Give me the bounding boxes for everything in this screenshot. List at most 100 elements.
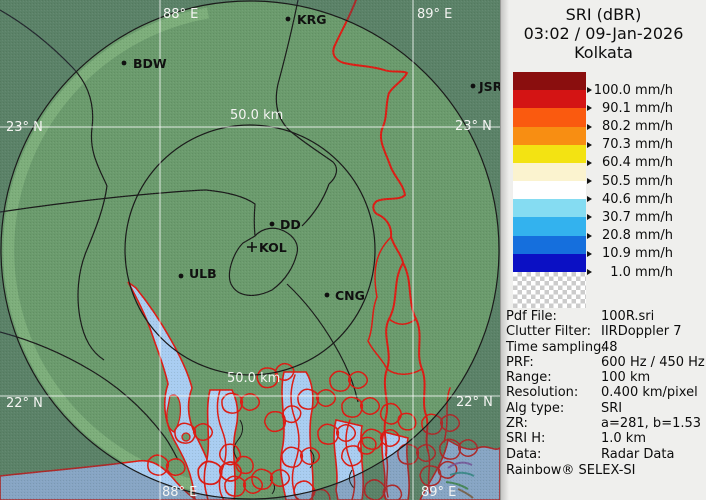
legend-entry: 30.7 mm/h bbox=[587, 210, 673, 225]
legend-tick-arrow-icon bbox=[587, 141, 592, 148]
metadata-value: 1.0 km bbox=[601, 431, 646, 447]
metadata-label: Range: bbox=[506, 370, 552, 386]
legend-entry: 100.0 mm/h bbox=[587, 82, 673, 98]
metadata-value: 100R.sri bbox=[601, 309, 655, 324]
legend-tick-arrow-icon bbox=[587, 196, 592, 203]
metadata-value: 0.400 km/pixel bbox=[601, 385, 698, 401]
legend-tick-arrow-icon bbox=[587, 105, 592, 112]
metadata-row: Time sampling: 48 bbox=[506, 340, 704, 355]
city-label: KRG bbox=[297, 12, 327, 27]
legend-tick-arrow-icon bbox=[587, 269, 592, 275]
legend-swatch bbox=[513, 217, 586, 236]
metadata-label: Data: bbox=[506, 446, 542, 462]
metadata-label: Pdf File: bbox=[506, 309, 557, 324]
legend-entry: 20.8 mm/h bbox=[587, 228, 673, 244]
legend-tick-arrow-icon bbox=[587, 214, 592, 221]
legend-entry-label: 50.5 mm/h bbox=[601, 173, 673, 189]
legend-entry: 80.2 mm/h bbox=[587, 119, 673, 134]
metadata-value: SRI bbox=[601, 400, 623, 416]
legend-entry: 40.6 mm/h bbox=[587, 191, 673, 207]
metadata-row: Pdf File: 100R.sri bbox=[506, 309, 704, 324]
lon-label-bottom-88E: 88° E bbox=[162, 485, 197, 500]
metadata-row: Alg type: SRI bbox=[506, 401, 704, 416]
range-ring-50km bbox=[124, 124, 376, 376]
legend-tick-arrow-icon bbox=[587, 87, 592, 94]
station-name: Kolkata bbox=[574, 43, 633, 62]
range-ring-label-bottom: 50.0 km bbox=[227, 371, 280, 386]
metadata-label: SRI H: bbox=[506, 431, 546, 447]
city-marker-cng: CNG bbox=[324, 288, 365, 303]
legend-swatch bbox=[513, 199, 586, 218]
legend-swatch bbox=[513, 72, 586, 91]
city-marker-ulb: ULB bbox=[178, 266, 217, 281]
metadata-label: PRF: bbox=[506, 354, 534, 370]
legend-tick-arrow-icon bbox=[587, 250, 592, 257]
city-label: JSR bbox=[478, 79, 500, 94]
software-branding: Rainbow® SELEX-SI bbox=[506, 462, 636, 478]
legend-entry-label: 10.9 mm/h bbox=[601, 246, 673, 262]
metadata-row: Data: Radar Data bbox=[506, 447, 704, 462]
metadata-row: PRF: 600 Hz / 450 Hz bbox=[506, 354, 705, 370]
title-block: SRI (dBR) 03:02 / 09-Jan-2026 Kolkata bbox=[501, 5, 706, 62]
radar-map-canvas: 88° E 89° E 88° E 89° E 23° N 22° N 23° … bbox=[0, 0, 500, 500]
legend-swatch bbox=[513, 253, 586, 272]
latlon-grid bbox=[0, 0, 500, 500]
legend-swatch bbox=[513, 90, 586, 109]
legend-color-scale bbox=[513, 72, 586, 308]
legend-entry-label: 70.3 mm/h bbox=[601, 137, 673, 153]
lat-label-left-23N: 23° N bbox=[6, 120, 43, 135]
legend-entry: 10.9 mm/h bbox=[587, 246, 673, 262]
legend-entry-label: 60.4 mm/h bbox=[601, 155, 673, 171]
city-marker-dd: DD bbox=[269, 217, 301, 232]
city-label: CNG bbox=[335, 288, 365, 303]
metadata-row: Clutter Filter: IIRDoppler 7 bbox=[506, 324, 704, 339]
city-marker-bdw: BDW bbox=[121, 56, 167, 71]
city-label: KOL bbox=[259, 240, 287, 255]
legend-swatch bbox=[513, 144, 586, 163]
city-label: ULB bbox=[189, 266, 217, 281]
legend-tick-arrow-icon bbox=[587, 178, 592, 185]
lat-label-right-23N: 23° N bbox=[455, 119, 492, 134]
legend-entry-label: 20.8 mm/h bbox=[601, 228, 673, 244]
info-sidebar: SRI (dBR) 03:02 / 09-Jan-2026 Kolkata 10… bbox=[500, 0, 706, 500]
legend-entry: 70.3 mm/h bbox=[587, 137, 673, 153]
lon-label-top-89E: 89° E bbox=[417, 7, 452, 22]
legend-entry-label: 40.6 mm/h bbox=[601, 191, 673, 207]
product-title: SRI (dBR) bbox=[565, 5, 642, 24]
grid-labels: 88° E 89° E 88° E 89° E 23° N 22° N 23° … bbox=[6, 7, 493, 500]
city-marker-krg: KRG bbox=[285, 12, 327, 27]
legend-swatch bbox=[513, 108, 586, 127]
city-markers: BDW KRG JSR DD KOL bbox=[121, 12, 500, 303]
legend-tick-arrow-icon bbox=[587, 159, 592, 166]
metadata-label: ZR: bbox=[506, 416, 528, 432]
legend-swatch bbox=[513, 235, 586, 254]
metadata-label: Clutter Filter: bbox=[506, 324, 591, 340]
metadata-row: Range: 100 km bbox=[506, 370, 704, 385]
range-ring-label-top: 50.0 km bbox=[230, 108, 283, 123]
lon-label-bottom-89E: 89° E bbox=[421, 485, 456, 500]
legend-swatch bbox=[513, 181, 586, 200]
metadata-label: Resolution: bbox=[506, 385, 579, 401]
metadata-row: Resolution: 0.400 km/pixel bbox=[506, 385, 704, 400]
legend-swatch bbox=[513, 126, 586, 145]
metadata-row: SRI H: 1.0 km bbox=[506, 431, 704, 446]
dither-texture bbox=[0, 0, 500, 500]
metadata-label: Time sampling: bbox=[506, 339, 606, 355]
radar-map-panel: 88° E 89° E 88° E 89° E 23° N 22° N 23° … bbox=[0, 0, 500, 500]
scan-timestamp: 03:02 / 09-Jan-2026 bbox=[523, 24, 684, 43]
legend-swatch bbox=[513, 162, 586, 182]
city-label: DD bbox=[280, 217, 301, 232]
legend-tick-arrow-icon bbox=[587, 232, 592, 239]
city-marker-jsr: JSR bbox=[470, 79, 500, 94]
legend-entry-label: 1.0 mm/h bbox=[610, 264, 673, 280]
lat-label-right-22N: 22° N bbox=[456, 395, 493, 410]
lat-label-left-22N: 22° N bbox=[6, 396, 43, 411]
legend-entry-label: 90.1 mm/h bbox=[601, 100, 673, 116]
product-metadata: Pdf File: 100R.sri Clutter Filter: IIRDoppl… bbox=[506, 309, 705, 478]
metadata-value: IIRDoppler 7 bbox=[601, 324, 682, 340]
metadata-label: Alg type: bbox=[506, 400, 565, 416]
legend-entry-label: 100.0 mm/h bbox=[593, 82, 673, 98]
metadata-value: 600 Hz / 450 Hz bbox=[601, 354, 705, 370]
metadata-value: 48 bbox=[601, 339, 618, 355]
